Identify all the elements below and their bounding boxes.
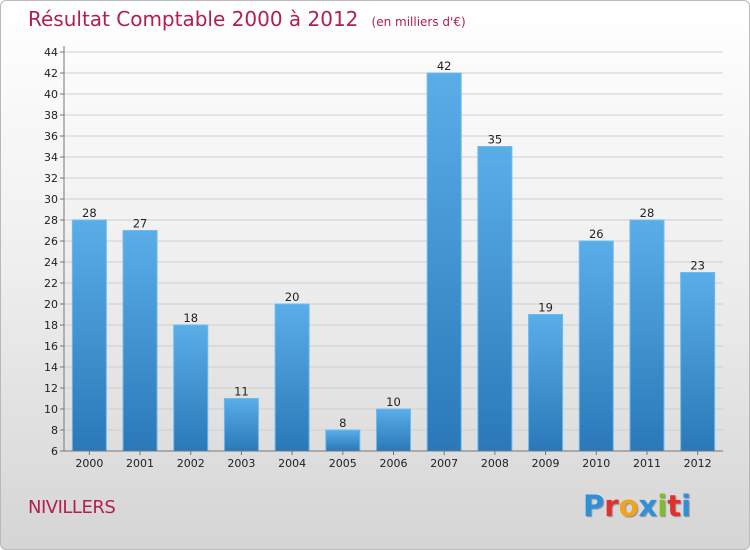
data-label-2009: 19 [538,301,553,315]
data-label-2008: 35 [488,133,503,147]
bar-2003 [223,398,259,452]
chart-subtitle: (en milliers d'€) [371,15,466,29]
data-label-2004: 20 [285,290,300,304]
y-tick-label: 30 [44,193,58,206]
bar-2011 [629,219,665,452]
x-tick-label-2010: 2010 [582,457,610,470]
data-label-2001: 27 [133,217,148,231]
x-tick-label-2008: 2008 [481,457,509,470]
y-tick-label: 40 [44,88,58,101]
y-tick-label: 44 [44,46,58,59]
x-tick-label-2009: 2009 [532,457,560,470]
data-label-2000: 28 [82,206,97,220]
y-tick-label: 32 [44,172,58,185]
bar-2012 [680,272,716,452]
logo-letter: o [618,489,639,523]
y-tick-label: 20 [44,298,58,311]
title-row: Résultat Comptable 2000 à 2012 (en milli… [28,7,466,31]
commune-name: NIVILLERS [28,497,116,518]
bar-2005 [325,429,361,452]
chart-title: Résultat Comptable 2000 à 2012 [28,7,359,31]
data-label-2011: 28 [640,206,655,220]
x-tick-label-2007: 2007 [430,457,458,470]
x-tick-label-2000: 2000 [75,457,103,470]
y-tick-label: 16 [44,340,58,353]
y-tick-label: 14 [44,361,58,374]
y-tick-label: 28 [44,214,58,227]
y-tick-label: 36 [44,130,58,143]
y-tick-label: 26 [44,235,58,248]
x-tick-label-2006: 2006 [380,457,408,470]
y-tick-label: 34 [44,151,58,164]
logo-letter: r [604,489,619,523]
logo-letter: i [681,489,692,523]
y-tick-label: 10 [44,403,58,416]
x-tick-label-2001: 2001 [126,457,154,470]
axes: 6 8 10 12 14 16 18 20 22 24 26 28 30 32 34 36 38 40 42 44 20… [44,46,723,470]
bar-2010 [578,240,614,452]
bar-2002 [173,324,209,452]
x-tick-label-2005: 2005 [329,457,357,470]
y-tick-label: 12 [44,382,58,395]
y-tick-label: 38 [44,109,58,122]
logo-letter: x [638,489,658,523]
bar-2007 [426,72,462,452]
x-tick-label-2004: 2004 [278,457,306,470]
y-tick-label: 6 [51,445,58,458]
y-tick-label: 8 [51,424,58,437]
x-tick-label-2003: 2003 [227,457,255,470]
data-label-2006: 10 [386,395,401,409]
logo-letter: P [583,489,605,523]
bar-2006 [376,408,411,452]
data-label-2003: 11 [234,385,249,399]
y-tick-label: 22 [44,277,58,290]
bar-2004 [274,303,310,452]
x-tick-label-2012: 2012 [684,457,712,470]
data-label-2010: 26 [589,227,604,241]
y-tick-label: 24 [44,256,58,269]
y-tick-label: 18 [44,319,58,332]
data-label-2002: 18 [183,311,198,325]
bar-2009 [528,314,564,452]
bars: 28 27 18 11 20 8 10 42 35 19 26 28 23 [71,59,716,452]
y-tick-label: 42 [44,67,58,80]
data-label-2005: 8 [339,416,346,430]
grid [64,51,723,452]
data-label-2007: 42 [437,59,452,73]
bar-2008 [477,146,513,452]
data-label-2012: 23 [690,259,705,273]
bar-2000 [71,219,107,452]
bar-2001 [122,230,158,452]
proxiti-logo: Proxiti [583,489,691,523]
logo-letter: i [657,489,668,523]
x-tick-label-2002: 2002 [177,457,205,470]
logo-letter: t [667,489,682,523]
x-tick-label-2011: 2011 [633,457,661,470]
